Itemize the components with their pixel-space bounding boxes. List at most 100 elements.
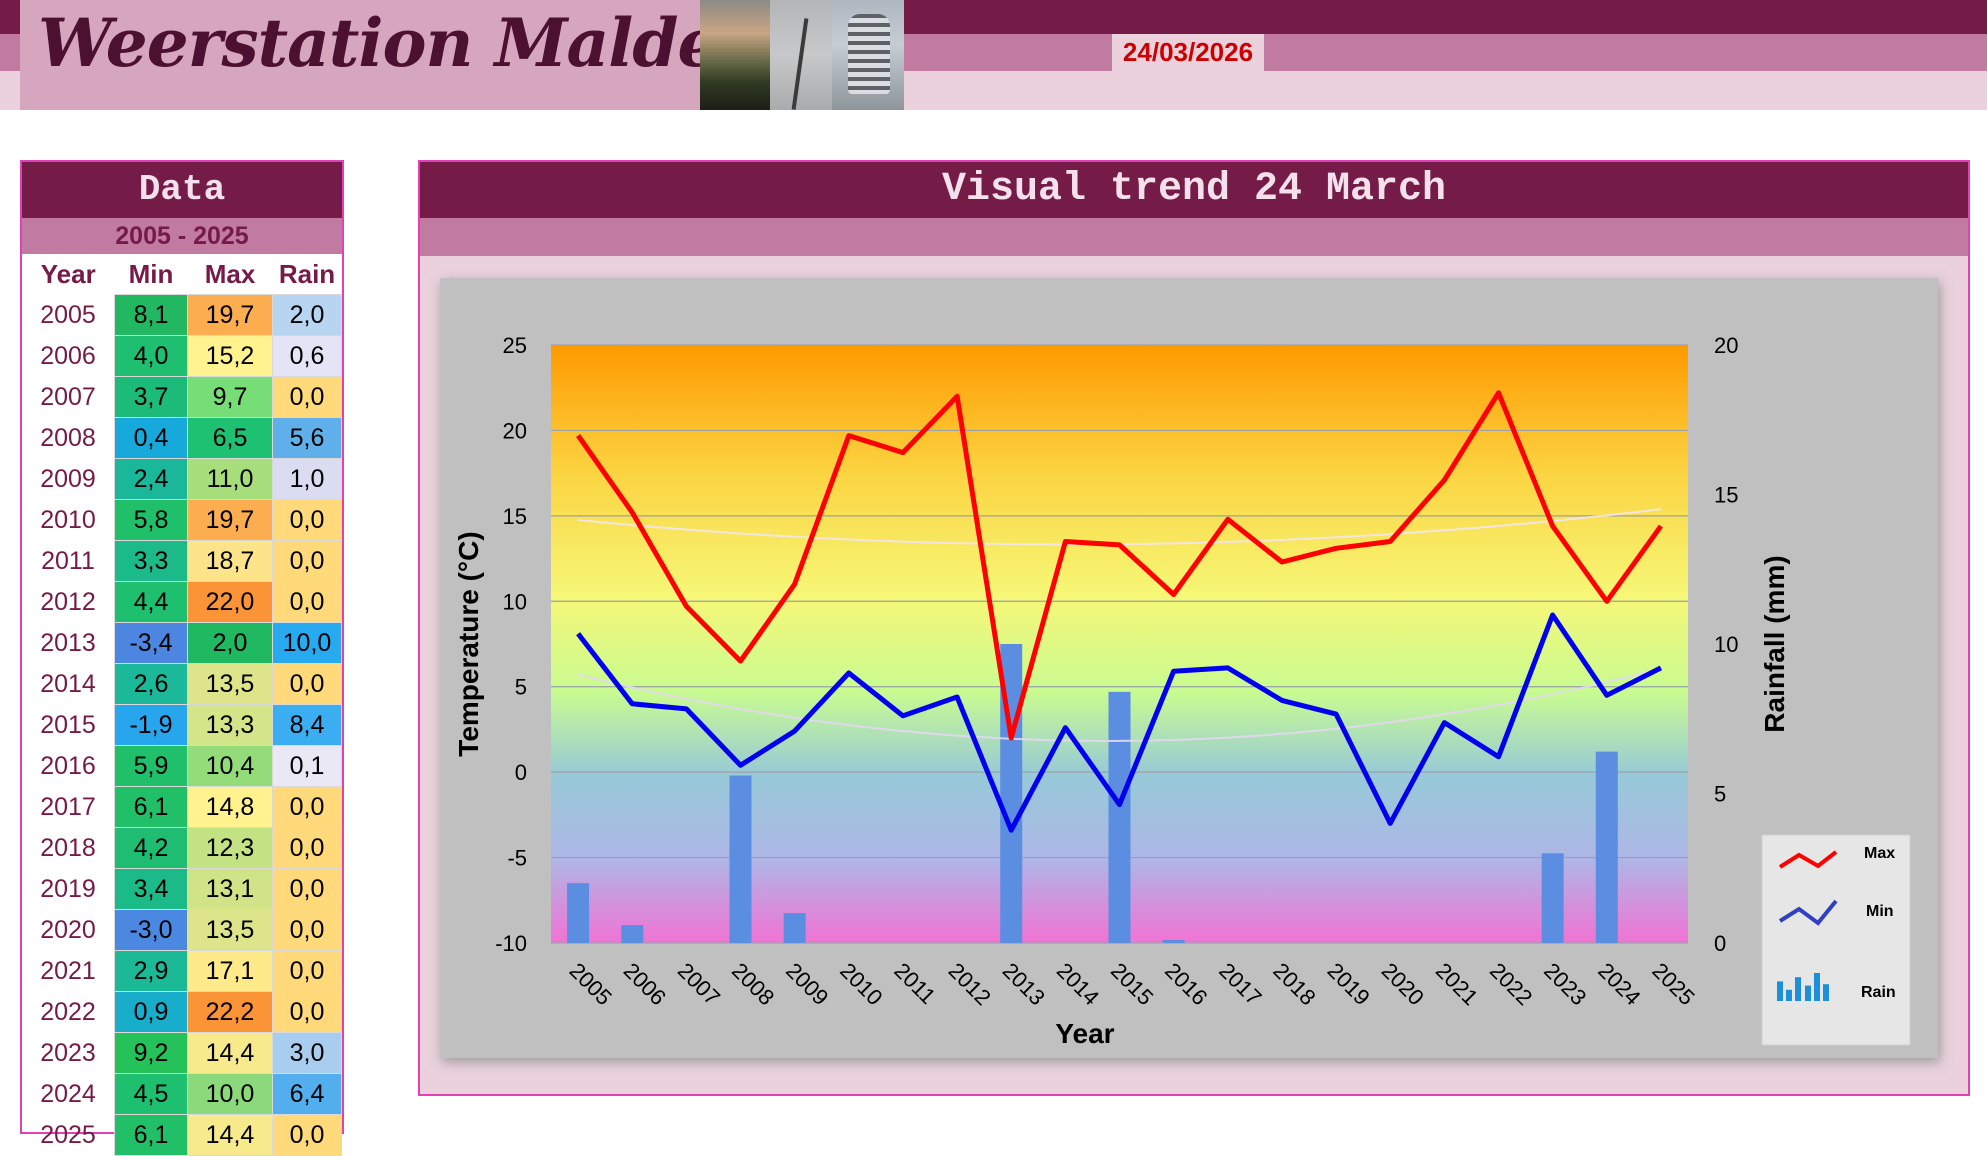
y-tick-label: 10: [503, 589, 527, 614]
year-cell: 2017: [40, 792, 96, 821]
year-cell: 2022: [40, 997, 96, 1026]
data-panel: Data 2005 - 2025 Year Min Max Rain 2005 8…: [20, 160, 344, 1156]
rain-cell: 8,4: [272, 704, 342, 746]
max-series-line: [576, 390, 1663, 741]
table-row: 2018 4,2 12,3 0,0: [22, 827, 342, 869]
min-cell: 4,4: [114, 581, 188, 623]
data-table-body: 2005 8,1 19,7 2,0 2006 4,0 15,2 0,6 2007 3,7 9,7 0,…: [22, 294, 342, 1156]
min-series-line: [576, 612, 1663, 833]
rain-cell: 3,0: [272, 1032, 342, 1074]
rain-bar: [1541, 853, 1564, 943]
year-cell: 2006: [40, 341, 96, 370]
year-cell: 2008: [40, 423, 96, 452]
table-row: 2015 -1,9 13,3 8,4: [22, 704, 342, 746]
year-cell: 2013: [40, 628, 96, 657]
rain-cell: 0,0: [272, 991, 342, 1033]
min-cell: 3,7: [114, 376, 188, 418]
y-tick-label: 15: [503, 504, 527, 529]
rain-bar: [783, 913, 806, 943]
table-row: 2024 4,5 10,0 6,4: [22, 1073, 342, 1115]
table-row: 2006 4,0 15,2 0,6: [22, 335, 342, 377]
year-cell: 2018: [40, 833, 96, 862]
min-cell: 4,5: [114, 1073, 188, 1115]
rain-cell: 2,0: [272, 294, 342, 336]
table-row: 2007 3,7 9,7 0,0: [22, 376, 342, 418]
year-cell: 2009: [40, 464, 96, 493]
max-cell: 22,2: [187, 991, 273, 1033]
legend-rain-label: Rain: [1861, 984, 1896, 1001]
min-cell: -1,9: [114, 704, 188, 746]
year-cell: 2005: [40, 300, 96, 329]
min-cell: 5,8: [114, 499, 188, 541]
legend-max-label: Max: [1864, 845, 1895, 862]
data-panel-range: 2005 - 2025: [22, 218, 342, 254]
rain-bar: [729, 775, 752, 943]
year-cell: 2024: [40, 1079, 96, 1108]
rain-cell: 1,0: [272, 458, 342, 500]
rain-cell: 0,0: [272, 540, 342, 582]
rain-cell: 0,0: [272, 499, 342, 541]
year-cell: 2020: [40, 915, 96, 944]
y-tick-label: -5: [507, 846, 527, 871]
min-cell: 0,4: [114, 417, 188, 459]
rain-cell: 0,1: [272, 745, 342, 787]
table-row: 2021 2,9 17,1 0,0: [22, 950, 342, 992]
legend-rain-icon-bar: [1823, 984, 1829, 1001]
rain-cell: 0,0: [272, 663, 342, 705]
y2-tick-label: 0: [1714, 931, 1726, 956]
max-cell: 19,7: [187, 499, 273, 541]
rain-cell: 0,0: [272, 376, 342, 418]
table-row: 2013 -3,4 2,0 10,0: [22, 622, 342, 664]
rain-bar: [567, 883, 590, 943]
year-cell: 2016: [40, 751, 96, 780]
y2-tick-label: 5: [1714, 782, 1726, 807]
rain-cell: 0,0: [272, 581, 342, 623]
max-cell: 19,7: [187, 294, 273, 336]
table-row: 2023 9,2 14,4 3,0: [22, 1032, 342, 1074]
max-cell: 9,7: [187, 376, 273, 418]
min-cell: -3,0: [114, 909, 188, 951]
table-row: 2009 2,4 11,0 1,0: [22, 458, 342, 500]
chart-panel-title: Visual trend 24 March: [420, 162, 1968, 218]
max-cell: 10,4: [187, 745, 273, 787]
year-cell: 2021: [40, 956, 96, 985]
table-header-row: Year Min Max Rain: [22, 254, 342, 295]
table-row: 2008 0,4 6,5 5,6: [22, 417, 342, 459]
rain-bar: [1108, 691, 1131, 943]
table-row: 2011 3,3 18,7 0,0: [22, 540, 342, 582]
rain-cell: 0,0: [272, 827, 342, 869]
legend-max-icon: [1778, 850, 1838, 869]
rain-cell: 0,0: [272, 868, 342, 910]
rain-cell: 10,0: [272, 622, 342, 664]
year-cell: 2010: [40, 505, 96, 534]
data-table: Year Min Max Rain 2005 8,1 19,7 2,0 2006 4,0 1…: [22, 254, 342, 1156]
max-cell: 6,5: [187, 417, 273, 459]
max-cell: 22,0: [187, 581, 273, 623]
rain-bar: [1162, 940, 1185, 943]
tower-shape: [848, 14, 890, 94]
max-cell: 13,3: [187, 704, 273, 746]
year-cell: 2015: [40, 710, 96, 739]
table-row: 2014 2,6 13,5 0,0: [22, 663, 342, 705]
max-cell: 13,5: [187, 663, 273, 705]
legend-rain-icon-bar: [1814, 973, 1820, 1001]
max-cell: 15,2: [187, 335, 273, 377]
y-axis-title: Temperature (°C): [453, 531, 484, 756]
title-box: [20, 0, 700, 110]
table-row: 2017 6,1 14,8 0,0: [22, 786, 342, 828]
table-row: 2022 0,9 22,2 0,0: [22, 991, 342, 1033]
min-cell: 6,1: [114, 786, 188, 828]
y-tick-label: 0: [515, 760, 527, 785]
x-axis-title: Year: [1055, 1018, 1114, 1049]
legend-min-label: Min: [1866, 903, 1894, 920]
max-cell: 17,1: [187, 950, 273, 992]
y2-tick-label: 10: [1714, 632, 1738, 657]
rain-bar: [1595, 751, 1618, 943]
y-tick-label: 20: [503, 418, 527, 443]
table-row: 2010 5,8 19,7 0,0: [22, 499, 342, 541]
min-cell: 9,2: [114, 1032, 188, 1074]
y-tick-label: -10: [495, 931, 527, 956]
legend-box: [1761, 834, 1911, 1046]
legend-rain-icon-bar: [1777, 981, 1783, 1001]
